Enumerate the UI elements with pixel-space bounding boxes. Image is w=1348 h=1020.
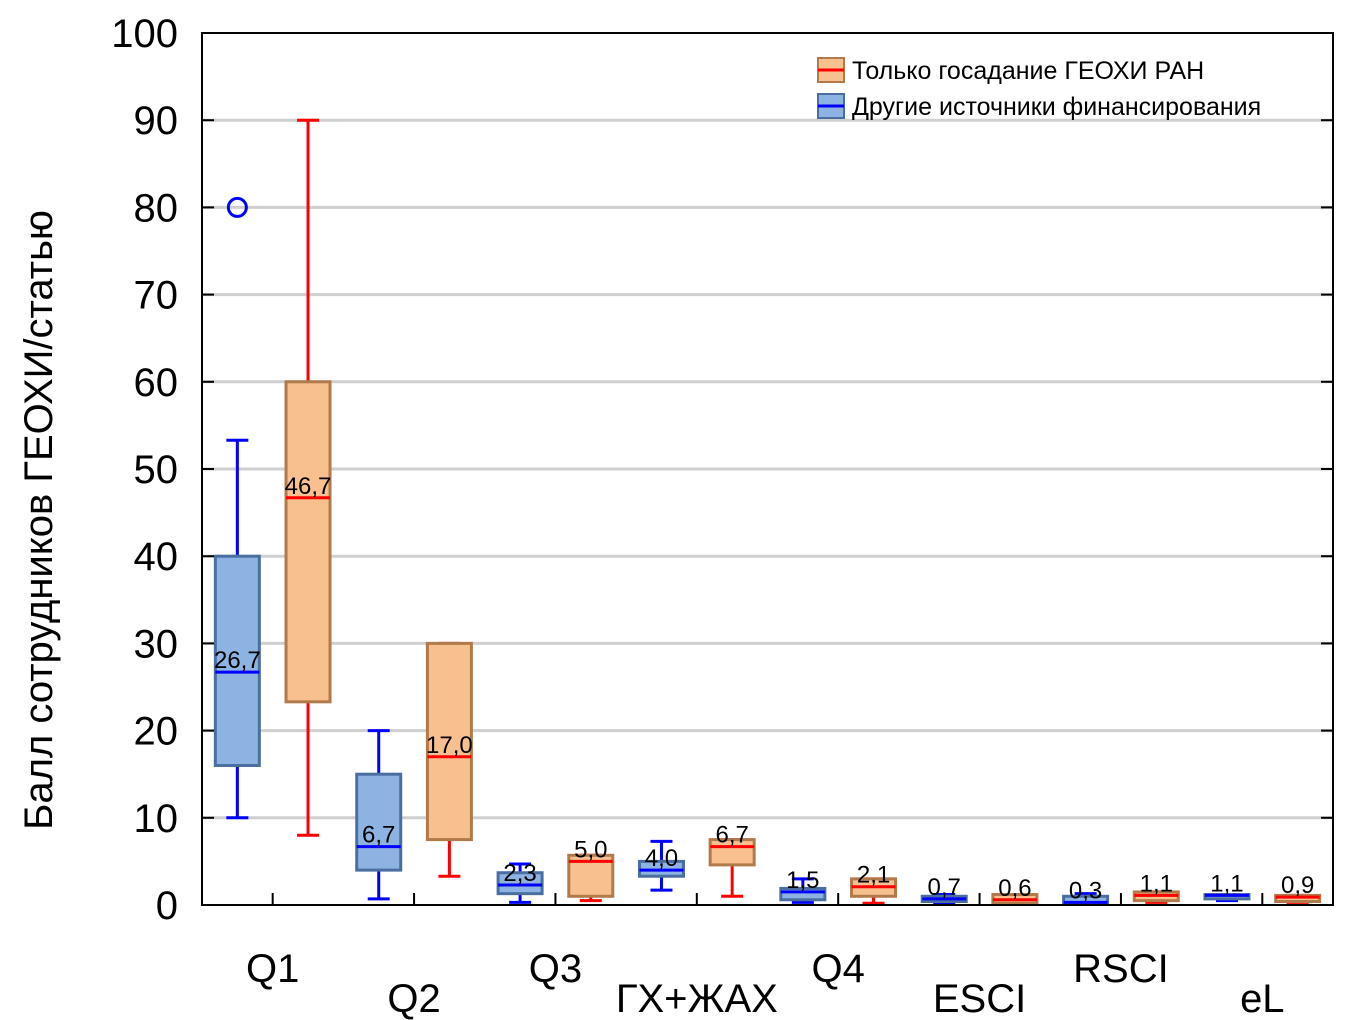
box-other-sources: 4,0 bbox=[637, 839, 685, 892]
box-body bbox=[496, 871, 544, 896]
median-label: 2,1 bbox=[857, 862, 890, 889]
box-body bbox=[779, 886, 827, 902]
x-category-label: Q2 bbox=[387, 977, 440, 1020]
box-other-sources: 1,1 bbox=[1203, 870, 1251, 903]
x-category-label: Q1 bbox=[246, 947, 299, 991]
median-label: 17,0 bbox=[426, 732, 473, 759]
box-state-task: 0,9 bbox=[1274, 872, 1322, 904]
box-state-task: 0,6 bbox=[991, 875, 1039, 906]
median-label: 1,1 bbox=[1140, 870, 1173, 897]
median-label: 0,3 bbox=[1069, 877, 1102, 904]
y-axis: 0 10 20 30 40 50 60 70 80 90 100 bbox=[111, 12, 1333, 928]
box-state-task: 17,0 bbox=[425, 641, 473, 878]
box-state-task: 6,7 bbox=[708, 822, 756, 898]
median-label: 26,7 bbox=[214, 647, 261, 674]
box-body bbox=[425, 641, 473, 842]
x-category-label: eL bbox=[1240, 977, 1285, 1020]
median-label: 0,9 bbox=[1281, 872, 1314, 899]
legend-label: Только госадание ГЕОХИ РАН bbox=[852, 57, 1204, 85]
y-tick-label: 70 bbox=[134, 274, 179, 318]
y-tick-label: 80 bbox=[134, 186, 179, 230]
x-category-label: Q3 bbox=[529, 947, 582, 991]
box-body bbox=[213, 554, 261, 767]
box-state-task: 46,7 bbox=[284, 118, 332, 837]
median-label: 0,7 bbox=[928, 874, 961, 901]
legend-item: Другие источники финансирования bbox=[817, 93, 1261, 121]
y-tick-label: 30 bbox=[134, 622, 179, 666]
y-tick-label: 10 bbox=[134, 797, 179, 841]
outlier-point bbox=[226, 196, 248, 218]
box-other-sources: 1,5 bbox=[779, 867, 827, 904]
median-label: 6,7 bbox=[362, 822, 395, 849]
legend-label: Другие источники финансирования bbox=[852, 93, 1261, 121]
box-body bbox=[708, 838, 756, 867]
box-groups: 26,7 6,7 2,3 4,0 1,5 0,7 0,3 1,1 46,7 17,0 5,0 6,7 2… bbox=[213, 118, 1322, 906]
box-body bbox=[284, 380, 332, 704]
x-category-label: ESCI bbox=[933, 977, 1026, 1020]
median-label: 0,6 bbox=[998, 875, 1031, 902]
y-tick-label: 90 bbox=[134, 99, 179, 143]
median-label: 4,0 bbox=[645, 845, 678, 872]
x-category-label: ГХ+ЖАХ bbox=[616, 977, 778, 1020]
legend: Только госадание ГЕОХИ РАН Другие источни… bbox=[817, 57, 1261, 121]
box-other-sources: 0,7 bbox=[920, 874, 968, 905]
y-axis-label: Балл сотрудников ГЕОХИ/статью bbox=[17, 210, 61, 830]
box-other-sources: 2,3 bbox=[496, 860, 544, 904]
box-other-sources: 0,3 bbox=[1062, 877, 1110, 906]
median-label: 1,5 bbox=[786, 867, 819, 894]
box-state-task: 5,0 bbox=[567, 836, 615, 903]
box-state-task: 1,1 bbox=[1132, 870, 1180, 904]
median-label: 46,7 bbox=[285, 473, 332, 500]
grid-lines bbox=[202, 118, 1333, 820]
x-category-label: Q4 bbox=[812, 947, 865, 991]
x-category-label: RSCI bbox=[1073, 947, 1169, 991]
y-tick-label: 60 bbox=[134, 361, 179, 405]
y-tick-label: 50 bbox=[134, 448, 179, 492]
y-tick-label: 20 bbox=[134, 710, 179, 754]
x-axis: Q1 Q2 Q3 ГХ+ЖАХ Q4 ESCI RSCI eL bbox=[246, 893, 1285, 1020]
box-other-sources: 26,7 bbox=[213, 196, 261, 820]
median-label: 5,0 bbox=[574, 836, 607, 863]
y-tick-label: 0 bbox=[156, 884, 178, 928]
legend-item: Только госадание ГЕОХИ РАН bbox=[817, 57, 1204, 85]
median-label: 6,7 bbox=[715, 822, 748, 849]
box-state-task: 2,1 bbox=[850, 862, 898, 905]
y-tick-label: 100 bbox=[111, 12, 178, 56]
box-body bbox=[355, 772, 403, 872]
median-label: 2,3 bbox=[503, 860, 536, 887]
median-label: 1,1 bbox=[1210, 870, 1243, 897]
box-other-sources: 6,7 bbox=[355, 729, 403, 901]
y-tick-label: 40 bbox=[134, 535, 179, 579]
